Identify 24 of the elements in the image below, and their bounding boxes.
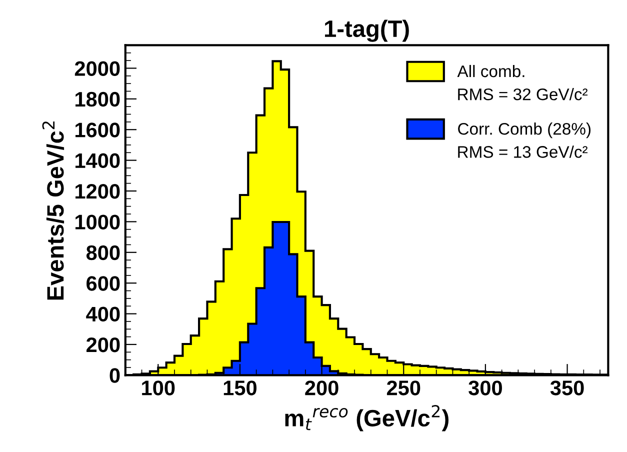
x-tick-label: 150 — [224, 380, 256, 396]
x-tick-label: 250 — [386, 380, 420, 396]
y-tick-label: 1600 — [76, 122, 120, 138]
y-tick-label: 1800 — [76, 92, 120, 107]
annotation: RMS = 13 GeV/c² — [458, 146, 588, 158]
y-tick-label: 800 — [86, 245, 120, 260]
x-tick-label: 200 — [305, 380, 338, 396]
x-tick-label: 100 — [142, 380, 175, 396]
y-tick-label: 200 — [86, 337, 120, 352]
x-tick-label: 300 — [468, 380, 502, 396]
annotation: RMS = 32 GeV/c² — [458, 88, 588, 100]
legend-label: Corr. Comb (28%) — [458, 122, 590, 138]
y-tick-label: 2000 — [74, 61, 120, 76]
x-axis-title: m$_{t}$$^{reco}$ (GeV/c$^{2}$) — [285, 404, 448, 432]
y-axis-title: Events/5 GeV/c$^{2}$ — [42, 122, 64, 300]
legend-label: All comb. — [457, 64, 524, 78]
x-tick-label: 350 — [550, 380, 584, 396]
y-tick-label: 1400 — [76, 153, 120, 168]
y-tick-label: 400 — [86, 306, 120, 322]
y-tick-label: 600 — [86, 276, 120, 291]
y-tick-label: 0 — [110, 368, 120, 383]
y-tick-label: 1000 — [76, 214, 120, 230]
chart-title: 1-tag(T) — [325, 20, 409, 42]
y-tick-label: 1200 — [76, 184, 120, 199]
